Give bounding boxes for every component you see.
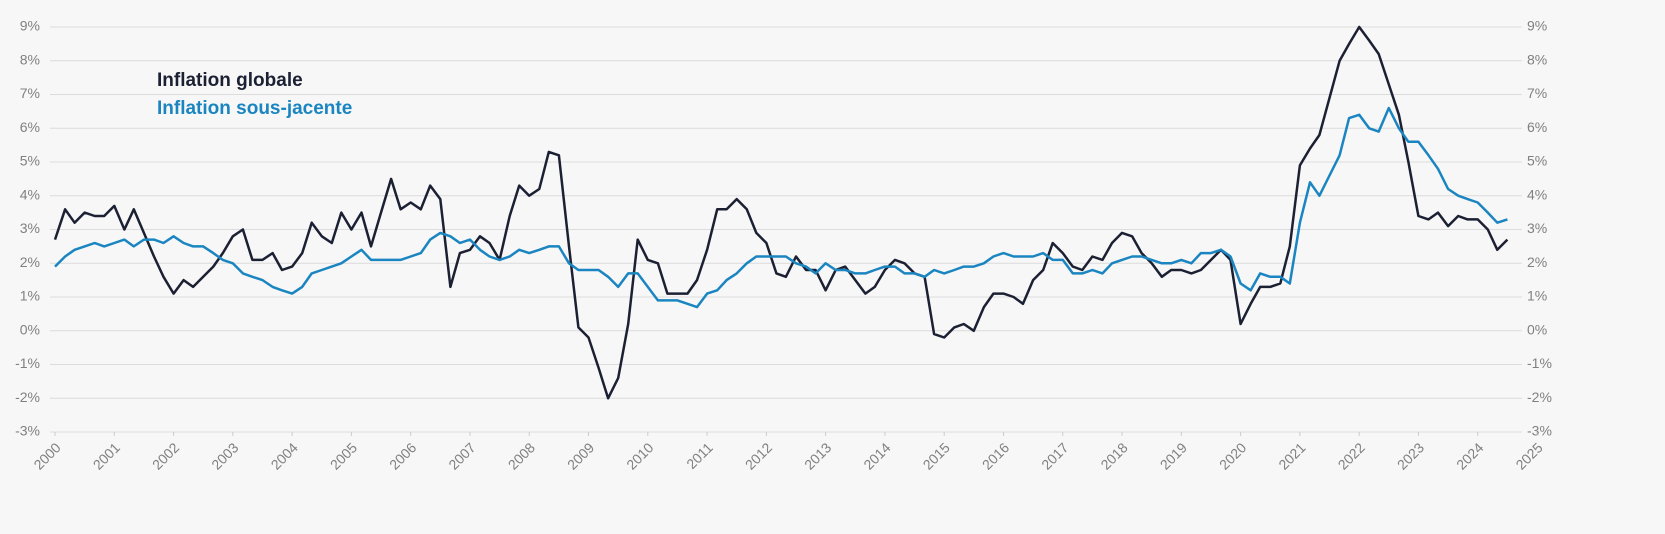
y-tick-label: 1% xyxy=(20,288,40,304)
y-tick-label: 3% xyxy=(20,220,40,236)
y-tick-label: 4% xyxy=(20,186,40,202)
y2-tick-label: -3% xyxy=(1527,423,1552,439)
x-tick-label: 2017 xyxy=(1038,439,1071,472)
y-tick-label: -2% xyxy=(15,389,40,405)
y2-tick-label: 4% xyxy=(1527,186,1547,202)
x-tick-label: 2015 xyxy=(920,439,953,472)
x-tick-label: 2020 xyxy=(1216,439,1249,472)
x-tick-label: 2009 xyxy=(564,439,597,472)
legend-entry: Inflation sous-jacente xyxy=(157,98,352,119)
x-tick-label: 2023 xyxy=(1394,439,1427,472)
x-tick-label: 2021 xyxy=(1275,439,1308,472)
x-tick-label: 2006 xyxy=(386,439,419,472)
series-line xyxy=(53,25,1509,400)
x-tick-label: 2025 xyxy=(1512,439,1545,472)
y-tick-label: 5% xyxy=(20,153,40,169)
y-tick-label: 6% xyxy=(20,119,40,135)
x-tick-label: 2001 xyxy=(90,439,123,472)
x-tick-label: 2012 xyxy=(742,439,775,472)
y-tick-label: 7% xyxy=(20,85,40,101)
x-tick-label: 2016 xyxy=(979,439,1012,472)
x-tick-label: 2008 xyxy=(505,439,538,472)
x-tick-label: 2011 xyxy=(683,439,716,472)
y2-tick-label: 0% xyxy=(1527,321,1547,337)
x-tick-label: 2000 xyxy=(30,439,63,472)
y2-tick-label: 2% xyxy=(1527,254,1547,270)
x-tick-label: 2014 xyxy=(860,439,893,472)
x-tick-label: 2002 xyxy=(149,439,182,472)
x-tick-label: 2007 xyxy=(445,439,478,472)
series-line xyxy=(54,106,1508,309)
y-tick-label: -1% xyxy=(15,355,40,371)
y2-tick-label: 9% xyxy=(1527,18,1547,34)
x-tick-label: 2010 xyxy=(623,439,656,472)
x-tick-label: 2013 xyxy=(801,439,834,472)
legend-entry: Inflation globale xyxy=(157,70,303,91)
x-tick-label: 2004 xyxy=(268,439,301,472)
y-tick-label: 0% xyxy=(20,321,40,337)
y2-tick-label: 5% xyxy=(1527,153,1547,169)
y2-tick-label: -1% xyxy=(1527,355,1552,371)
y2-tick-label: 3% xyxy=(1527,220,1547,236)
x-tick-label: 2005 xyxy=(327,439,360,472)
x-tick-label: 2019 xyxy=(1157,439,1190,472)
y2-tick-label: 6% xyxy=(1527,119,1547,135)
y-tick-label: 9% xyxy=(20,18,40,34)
y-tick-label: 8% xyxy=(20,51,40,67)
y2-tick-label: 1% xyxy=(1527,288,1547,304)
x-tick-label: 2003 xyxy=(208,439,241,472)
x-tick-label: 2024 xyxy=(1453,439,1486,472)
y2-tick-label: -2% xyxy=(1527,389,1552,405)
y2-tick-label: 8% xyxy=(1527,51,1547,67)
y-tick-label: 2% xyxy=(20,254,40,270)
y-tick-label: -3% xyxy=(15,423,40,439)
x-tick-label: 2022 xyxy=(1335,439,1368,472)
y2-tick-label: 7% xyxy=(1527,85,1547,101)
x-tick-label: 2018 xyxy=(1097,439,1130,472)
